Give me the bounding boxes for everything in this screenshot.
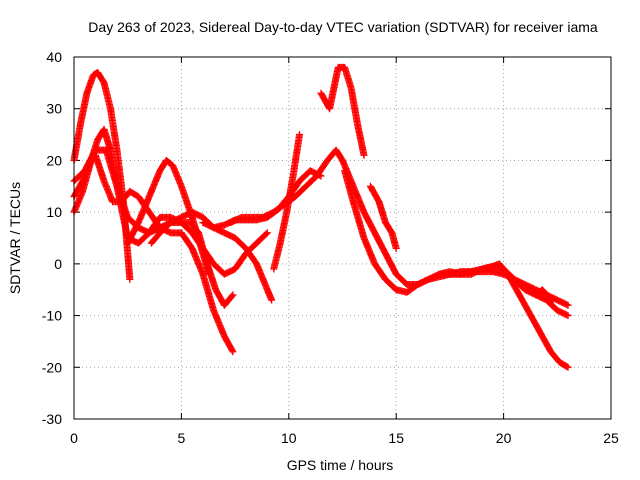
- y-tick-label: 20: [46, 152, 62, 168]
- series-arc-13: [435, 260, 572, 371]
- data-point: [392, 244, 400, 252]
- x-tick-label: 5: [178, 430, 186, 446]
- x-axis-label: GPS time / hours: [287, 457, 394, 473]
- x-tick-label: 15: [388, 430, 404, 446]
- data-point: [564, 312, 572, 320]
- y-tick-label: 40: [46, 49, 62, 65]
- y-axis-label: SDTVAR / TECUs: [7, 182, 23, 294]
- data-point: [564, 301, 572, 309]
- x-tick-label: 0: [70, 430, 78, 446]
- data-point: [126, 275, 134, 283]
- y-tick-label: 10: [46, 204, 62, 220]
- data-point: [262, 230, 270, 238]
- y-tick-label: 30: [46, 101, 62, 117]
- axis-ticks: 0 5 10 15 20 25 -30 -20 -10 0 10 20 30 40: [42, 49, 619, 446]
- data-point: [360, 151, 368, 159]
- x-tick-label: 20: [496, 430, 512, 446]
- data-point: [564, 363, 572, 371]
- chart-title: Day 263 of 2023, Sidereal Day-to-day VTE…: [88, 19, 598, 35]
- x-tick-label: 25: [603, 430, 619, 446]
- data-point: [228, 292, 236, 300]
- data-point: [548, 295, 556, 303]
- y-tick-label: -10: [42, 308, 62, 324]
- data-point: [263, 229, 271, 237]
- x-tick-label: 10: [281, 430, 297, 446]
- data-point: [549, 296, 557, 304]
- grid: [74, 57, 611, 419]
- data-point: [205, 270, 213, 278]
- data-point: [268, 296, 276, 304]
- plot-frame: [73, 56, 612, 420]
- data-point: [228, 346, 236, 354]
- data-point: [296, 131, 304, 139]
- y-tick-label: -20: [42, 359, 62, 375]
- series-arc-14: [532, 286, 557, 304]
- y-tick-label: 0: [54, 256, 62, 272]
- series-arc-12: [366, 182, 400, 252]
- series-arc-10: [317, 63, 368, 159]
- series-arc-9: [270, 131, 304, 273]
- data-point: [229, 291, 237, 299]
- data-point: [229, 348, 237, 356]
- y-tick-label: -30: [42, 411, 62, 427]
- data-marks: [70, 63, 572, 371]
- data-point: [563, 363, 571, 371]
